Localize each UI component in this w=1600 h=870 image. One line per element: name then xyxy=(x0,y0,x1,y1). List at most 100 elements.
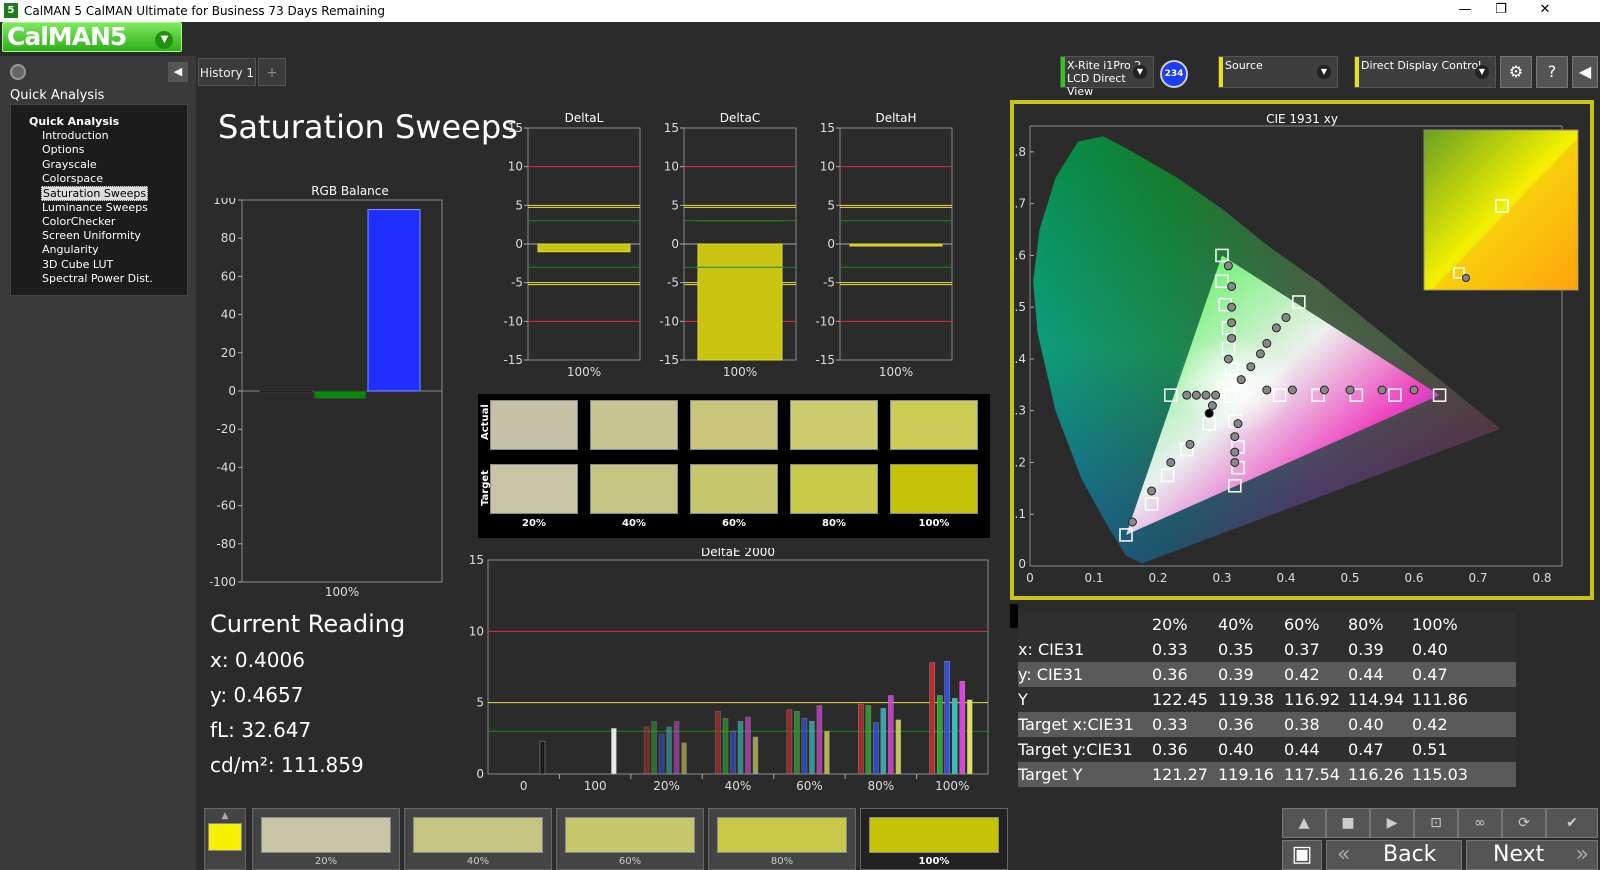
delta-tick-label: -10 xyxy=(659,314,679,328)
table-cell: 116.26 xyxy=(1348,765,1404,784)
deltae-bar xyxy=(786,709,793,775)
maximize-button[interactable]: ❐ xyxy=(1495,2,1507,17)
back-button[interactable]: « Back xyxy=(1326,840,1462,870)
minimize-button[interactable]: — xyxy=(1458,2,1472,17)
target-marker xyxy=(1311,388,1325,402)
tab-history-1[interactable]: History 1 xyxy=(198,58,256,86)
deltae-y-tick: 5 xyxy=(476,696,484,710)
calman-logo-menu[interactable]: CalMAN5 ▼ xyxy=(2,22,182,52)
tree-item[interactable]: ColorChecker xyxy=(42,214,116,228)
play-icon[interactable]: ▶ xyxy=(1370,808,1414,838)
help-icon[interactable]: ? xyxy=(1536,56,1568,88)
table-cell: 0.35 xyxy=(1218,640,1254,659)
measure-icon[interactable]: ⊡ xyxy=(1414,808,1458,838)
tree-item[interactable]: Luminance Sweeps xyxy=(42,200,148,214)
tree-item[interactable]: Colorspace xyxy=(42,171,103,185)
table-cell: 0.36 xyxy=(1218,715,1254,734)
measured-marker xyxy=(1127,517,1137,527)
meter-count-badge[interactable]: 234 xyxy=(1160,60,1188,88)
measured-marker xyxy=(1185,439,1195,449)
target-marker xyxy=(1144,497,1159,511)
delta-tick-label: -10 xyxy=(815,314,835,328)
up-arrow-icon[interactable]: ▲ xyxy=(1282,808,1326,838)
tree-item[interactable]: 3D Cube LUT xyxy=(42,257,114,271)
collapse-right-icon[interactable]: ◀ xyxy=(1572,56,1598,88)
deltae-bar xyxy=(944,661,951,775)
collapse-left-panel-icon[interactable]: ◀ xyxy=(168,62,188,82)
deltae-bar xyxy=(824,730,830,775)
delta-chart-deltah: DeltaH 15 10 5 0 -5 -10 -15 100% xyxy=(815,111,953,379)
table-header: 20% 40% 60% 80% 100% xyxy=(1018,612,1516,637)
workflow-tree: Quick Analysis Introduction Options Graysc… xyxy=(10,104,188,296)
close-button[interactable]: ✕ xyxy=(1539,2,1551,17)
inset-target-marker xyxy=(1453,267,1465,279)
measured-marker xyxy=(1204,408,1214,418)
table-cell: 0.42 xyxy=(1412,715,1448,734)
patch-button[interactable]: 100% xyxy=(860,808,1008,870)
rgb-balance-chart: 100 80 60 40 20 0 -20 -40 -60 -80 -100 100% xyxy=(210,198,443,599)
table-row: Target Y 121.27 119.16 117.54 116.26 115.03 xyxy=(1018,762,1516,787)
tree-item[interactable]: Screen Uniformity xyxy=(42,229,141,243)
next-button[interactable]: Next » xyxy=(1466,840,1598,870)
check-icon[interactable]: ✔ xyxy=(1546,808,1598,838)
measured-marker xyxy=(1166,457,1176,467)
cie-chart-frame: CIE 1931 xy xyxy=(1010,100,1594,600)
tree-item[interactable]: Introduction xyxy=(42,129,109,142)
column-header: 80% xyxy=(1348,615,1384,634)
settings-gear-icon[interactable]: ⚙ xyxy=(1500,56,1532,88)
tree-root[interactable]: Quick Analysis xyxy=(29,115,120,128)
table-cell: 0.33 xyxy=(1152,640,1188,659)
deltae-bar xyxy=(651,720,657,775)
patch-button[interactable]: 20% xyxy=(252,808,400,870)
deltae-bar xyxy=(888,695,894,775)
tree-item[interactable]: Grayscale xyxy=(42,157,97,171)
delta-bar xyxy=(849,243,943,247)
add-tab-button[interactable]: + xyxy=(258,58,286,86)
tree-item[interactable]: Spectral Power Dist. xyxy=(42,272,153,285)
stop-icon[interactable]: ■ xyxy=(1326,808,1370,838)
table-cell: 0.47 xyxy=(1348,740,1384,759)
rgb-tick-label: -80 xyxy=(216,537,236,551)
patch-button[interactable]: 80% xyxy=(708,808,856,870)
cie-x-tick: 0.2 xyxy=(1148,571,1167,585)
current-patch-frame: ▲ xyxy=(204,808,246,870)
chevron-down-icon: ▼ xyxy=(155,31,173,49)
measured-marker xyxy=(1223,261,1233,271)
table-cell: 0.40 xyxy=(1348,715,1384,734)
target-marker xyxy=(1228,479,1242,493)
target-marker xyxy=(1292,295,1306,309)
meter-mode: LCD Direct View xyxy=(1067,72,1126,98)
measured-marker xyxy=(1227,302,1237,312)
window-titlebar: 5 CalMAN 5 CalMAN Ultimate for Business … xyxy=(0,0,1600,22)
deltae-bar xyxy=(794,710,800,775)
delta-x-label: 100% xyxy=(567,365,601,379)
cie-x-tick: 0.8 xyxy=(1532,571,1551,585)
patch-label: 40% xyxy=(466,856,490,867)
cie-1931-diagram: 0 0.1 0.2 0.3 0.4 0.5 0.6 0.7 0.8 0 0.1 0.2 0.3 0.4 0.… xyxy=(1014,125,1579,585)
rgb-bar-blue xyxy=(367,209,421,392)
meter-dropdown[interactable]: X-Rite i1Pro 2 LCD Direct View ▼ xyxy=(1060,56,1154,98)
tree-item[interactable]: Options xyxy=(42,143,85,157)
patch-button[interactable]: 40% xyxy=(404,808,552,870)
table-cell: 0.38 xyxy=(1284,715,1320,734)
workflow-icon[interactable] xyxy=(10,64,26,80)
deltae-x-tick: 60% xyxy=(796,779,823,793)
tree-item[interactable]: Angularity xyxy=(42,243,99,257)
delta-tick-label: 10 xyxy=(664,160,679,174)
continuous-icon[interactable]: ∞ xyxy=(1458,808,1502,838)
target-marker xyxy=(1432,388,1447,402)
patch-button[interactable]: 60% xyxy=(556,808,704,870)
up-arrow-icon[interactable]: ▲ xyxy=(221,811,229,821)
table-cell: 117.54 xyxy=(1284,765,1340,784)
patch-color xyxy=(565,817,695,853)
table-cell: 114.94 xyxy=(1348,690,1404,709)
delta-x-label: 100% xyxy=(879,365,913,379)
tree-item[interactable]: Saturation Sweeps xyxy=(41,186,149,202)
delta-tick-label: 15 xyxy=(508,121,523,135)
source-dropdown[interactable]: Source ▼ xyxy=(1218,56,1338,88)
current-reading: Current Reading x: 0.4006 y: 0.4657 fL: … xyxy=(210,610,405,788)
refresh-icon[interactable]: ⟳ xyxy=(1502,808,1546,838)
display-dropdown[interactable]: Direct Display Control ▼ xyxy=(1354,56,1496,88)
source-label: Source xyxy=(1225,59,1263,72)
stop-square-icon[interactable]: ▣ xyxy=(1282,840,1322,870)
